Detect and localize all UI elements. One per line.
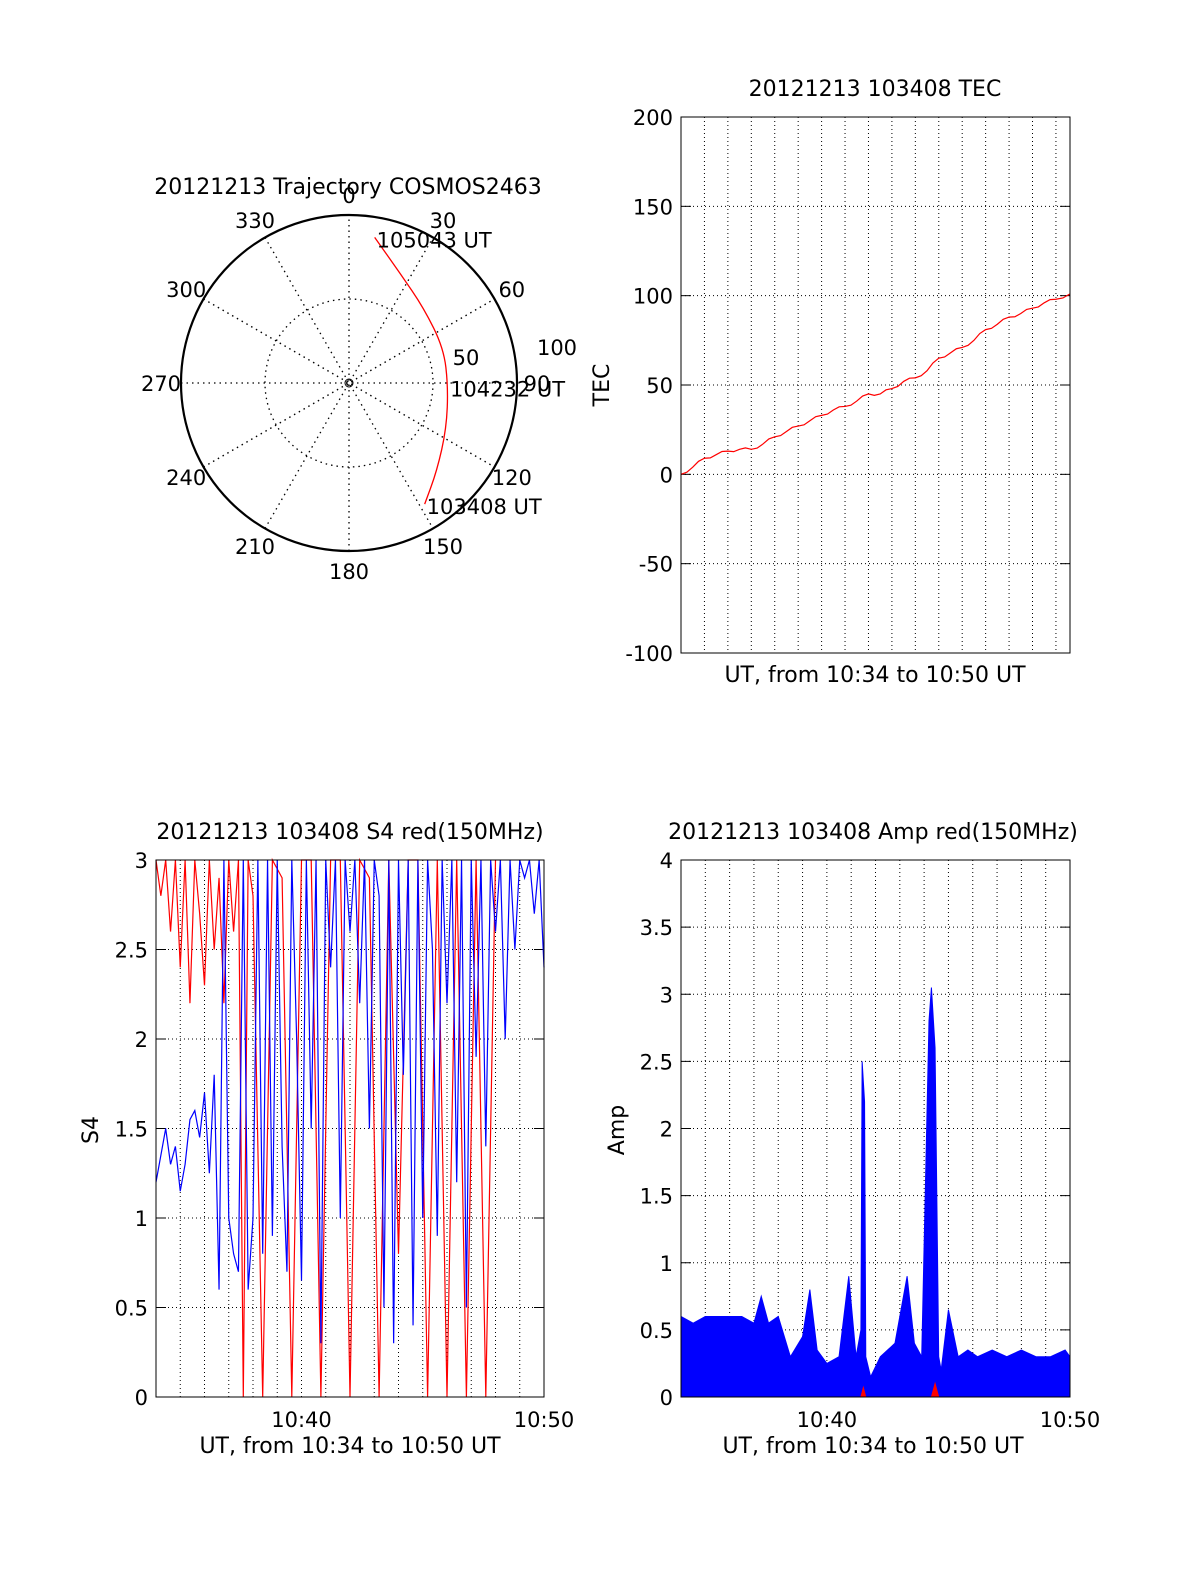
y-tick-label: 200 xyxy=(633,106,673,130)
polar-radius-labels: 50 100 xyxy=(453,336,577,370)
trajectory-line xyxy=(374,237,449,505)
y-tick-label: 1 xyxy=(135,1207,148,1231)
y-tick-label: 3 xyxy=(135,849,148,873)
amp-x-tick-labels: 10:40 10:50 xyxy=(797,1408,1101,1432)
s4-panel: 20121213 103408 S4 red(150MHz) 3 2.5 2 1.5 1… xyxy=(79,820,574,1459)
tec-plot-frame xyxy=(680,116,1071,654)
y-tick-label: 3.5 xyxy=(640,916,673,940)
y-tick-label: 0 xyxy=(135,1386,148,1410)
polar-angle-label: 270 xyxy=(141,372,181,396)
tec-series-line xyxy=(680,293,1071,475)
tec-y-axis-label: TEC xyxy=(590,364,615,408)
y-tick-label: 0 xyxy=(660,463,673,487)
s4-x-axis-label: UT, from 10:34 to 10:50 UT xyxy=(199,1434,501,1459)
y-tick-label: -100 xyxy=(625,642,673,666)
amp-y-tick-labels: 4 3.5 3 2.5 2 1.5 1 0.5 0 xyxy=(640,849,673,1410)
s4-plot-frame xyxy=(155,859,545,1398)
amp-x-axis-label: UT, from 10:34 to 10:50 UT xyxy=(722,1434,1024,1459)
amp-plot-frame xyxy=(680,859,1071,1398)
tec-grid xyxy=(681,116,1070,654)
amp-blue-series-fill xyxy=(680,987,1071,1398)
amp-grid xyxy=(681,859,1070,1398)
s4-y-axis-label: S4 xyxy=(79,1116,104,1144)
tec-x-axis-label: UT, from 10:34 to 10:50 UT xyxy=(724,663,1026,688)
polar-radial-line xyxy=(203,298,495,468)
tec-y-tick-labels: 200 150 100 50 0 -50 -100 xyxy=(625,106,673,666)
y-tick-label: 3 xyxy=(660,983,673,1007)
polar-angle-label: 180 xyxy=(329,560,369,584)
s4-y-tick-labels: 3 2.5 2 1.5 1 0.5 0 xyxy=(115,849,148,1410)
trajectory-annotation: 103408 UT xyxy=(427,495,542,519)
y-tick-label: 2.5 xyxy=(115,939,148,963)
y-tick-label: 2 xyxy=(135,1028,148,1052)
x-tick-label: 10:50 xyxy=(1040,1408,1101,1432)
amp-title: 20121213 103408 Amp red(150MHz) xyxy=(668,820,1078,845)
y-tick-label: 1.5 xyxy=(640,1185,673,1209)
polar-angle-label: 120 xyxy=(492,466,532,490)
y-tick-label: 1.5 xyxy=(115,1118,148,1142)
y-tick-label: 0.5 xyxy=(640,1319,673,1343)
amp-panel: 20121213 103408 Amp red(150MHz) 4 3.5 3 2.5… xyxy=(605,820,1100,1459)
polar-angle-label: 210 xyxy=(235,535,275,559)
polar-angle-label: 90 xyxy=(524,372,551,396)
trajectory-panel: 20121213 Trajectory COSMOS2463 0 30 60 90 12… xyxy=(141,175,577,584)
polar-angle-label: 0 xyxy=(342,184,355,208)
trajectory-annotation: 104232 UT xyxy=(450,377,565,401)
polar-angle-label: 30 xyxy=(430,209,457,233)
s4-blue-series-line xyxy=(155,859,545,1344)
y-tick-label: 150 xyxy=(633,195,673,219)
x-tick-label: 10:50 xyxy=(514,1408,575,1432)
y-tick-label: 0.5 xyxy=(115,1297,148,1321)
trajectory-annotation: 105043 UT xyxy=(377,228,492,252)
polar-angle-label: 240 xyxy=(166,466,206,490)
tec-title: 20121213 103408 TEC xyxy=(749,77,1002,102)
y-tick-label: 50 xyxy=(646,374,673,398)
x-tick-label: 10:40 xyxy=(797,1408,858,1432)
y-tick-label: 1 xyxy=(660,1252,673,1276)
trajectory-annotations: 105043 UT 104232 UT 103408 UT xyxy=(377,228,566,519)
polar-radius-label: 50 xyxy=(453,346,480,370)
y-tick-label: 2 xyxy=(660,1118,673,1142)
tec-panel: 20121213 103408 TEC 200150100500-50-100 … xyxy=(590,77,1071,688)
x-tick-label: 10:40 xyxy=(271,1408,332,1432)
polar-angle-label: 150 xyxy=(423,535,463,559)
polar-angle-label: 60 xyxy=(498,278,525,302)
s4-x-tick-labels: 10:40 10:50 xyxy=(271,1408,574,1432)
y-tick-label: 2.5 xyxy=(640,1050,673,1074)
amp-y-axis-label: Amp xyxy=(605,1105,630,1155)
trajectory-title: 20121213 Trajectory COSMOS2463 xyxy=(154,175,541,200)
polar-angle-label: 330 xyxy=(235,209,275,233)
polar-angle-labels: 0 30 60 90 120 150 180 210 240 270 300 330 xyxy=(141,184,550,584)
y-tick-label: 100 xyxy=(633,285,673,309)
y-tick-label: -50 xyxy=(639,553,673,577)
s4-title: 20121213 103408 S4 red(150MHz) xyxy=(156,820,543,845)
polar-grid xyxy=(179,213,519,553)
polar-radial-line xyxy=(264,237,434,529)
y-tick-label: 0 xyxy=(660,1386,673,1410)
polar-radius-label: 100 xyxy=(537,336,577,360)
polar-angle-label: 300 xyxy=(166,278,206,302)
polar-radial-line xyxy=(203,298,495,468)
y-tick-label: 4 xyxy=(660,849,673,873)
polar-radial-line xyxy=(264,237,434,529)
polar-inner-circle xyxy=(264,298,434,468)
